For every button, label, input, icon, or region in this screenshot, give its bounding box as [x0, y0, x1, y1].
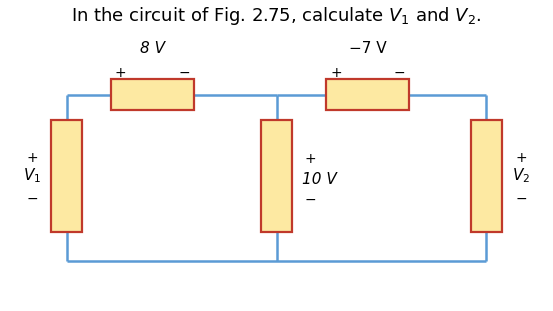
Text: In the circuit of Fig. 2.75, calculate $V_1$ and $V_2$.: In the circuit of Fig. 2.75, calculate $…	[71, 5, 482, 27]
Text: +: +	[515, 151, 526, 165]
Text: +: +	[27, 151, 38, 165]
Bar	[111, 79, 194, 110]
Bar	[326, 79, 409, 110]
Text: −: −	[515, 192, 526, 206]
Text: 10 V: 10 V	[302, 172, 337, 187]
Bar	[51, 120, 82, 232]
Text: −: −	[27, 192, 38, 206]
Bar	[261, 120, 292, 232]
Text: +: +	[115, 66, 127, 80]
Text: 8 V: 8 V	[140, 41, 165, 56]
Text: $V_2$: $V_2$	[512, 167, 530, 185]
Text: $V_1$: $V_1$	[23, 167, 41, 185]
Text: +: +	[304, 152, 316, 166]
Text: −7 V: −7 V	[349, 41, 387, 56]
Text: −: −	[304, 193, 316, 207]
Text: −: −	[393, 66, 405, 80]
Bar	[471, 120, 502, 232]
Text: +: +	[330, 66, 342, 80]
Text: −: −	[178, 66, 190, 80]
